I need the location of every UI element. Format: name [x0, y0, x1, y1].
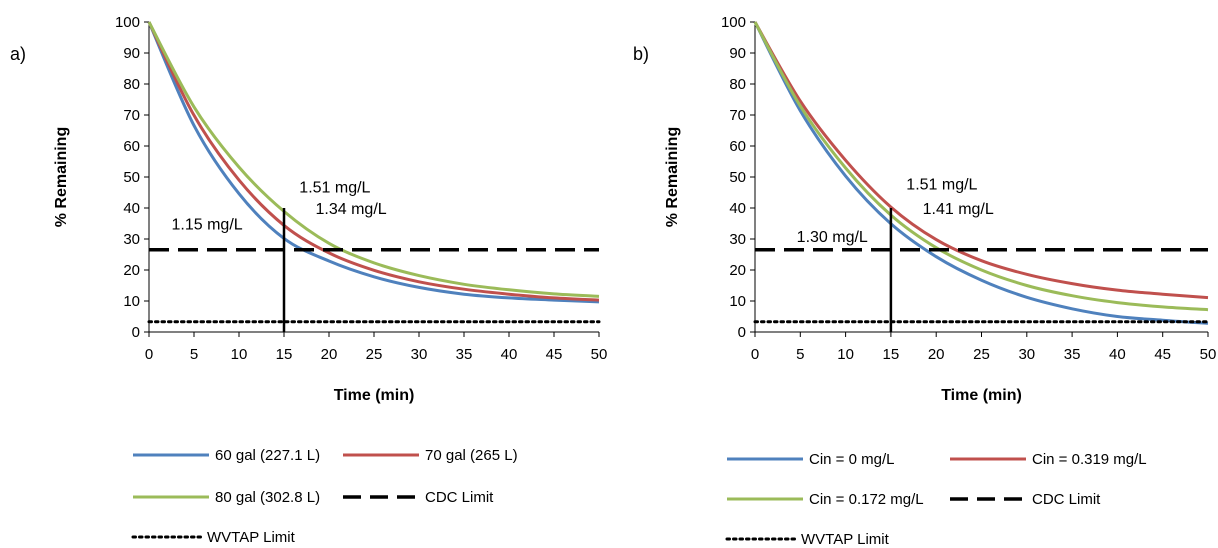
y-tick-label: 100	[115, 14, 140, 31]
series-line-1	[147, 21, 600, 304]
y-tick-label: 50	[123, 169, 140, 186]
x-tick-label: 40	[501, 346, 518, 363]
x-tick-label: 45	[546, 346, 563, 363]
y-tick-label: 30	[729, 231, 746, 248]
y-tick-label: 40	[729, 200, 746, 217]
y-tick-label: 20	[729, 262, 746, 279]
x-axis-title: Time (min)	[941, 387, 1022, 404]
annotation-label: 1.34 mg/L	[316, 201, 387, 218]
x-tick-label: 50	[1200, 346, 1217, 363]
panel-label: a)	[10, 44, 26, 64]
x-tick-label: 50	[591, 346, 608, 363]
y-tick-label: 90	[729, 45, 746, 62]
y-tick-label: 60	[123, 138, 140, 155]
legend-label: 70 gal (265 L)	[425, 447, 518, 464]
y-tick-label: 50	[729, 169, 746, 186]
legend-label: WVTAP Limit	[207, 529, 296, 546]
x-tick-label: 30	[411, 346, 428, 363]
y-tick-label: 100	[721, 14, 746, 31]
x-tick-label: 0	[751, 346, 759, 363]
x-tick-label: 20	[321, 346, 338, 363]
y-tick-label: 10	[729, 293, 746, 310]
y-tick-label: 20	[123, 262, 140, 279]
legend-label: CDC Limit	[425, 489, 494, 506]
y-tick-label: 80	[123, 76, 140, 93]
x-tick-label: 15	[883, 346, 900, 363]
y-axis-title: % Remaining	[53, 127, 70, 227]
x-tick-label: 45	[1154, 346, 1171, 363]
annotation-label: 1.41 mg/L	[923, 201, 994, 218]
x-tick-label: 35	[456, 346, 473, 363]
x-tick-label: 30	[1018, 346, 1035, 363]
annotation-label: 1.15 mg/L	[172, 217, 243, 234]
y-tick-label: 80	[729, 76, 746, 93]
y-tick-label: 0	[132, 324, 140, 341]
legend-label: CDC Limit	[1032, 491, 1101, 508]
y-tick-label: 60	[729, 138, 746, 155]
annotation-label: 1.30 mg/L	[797, 229, 868, 246]
x-tick-label: 20	[928, 346, 945, 363]
x-tick-label: 5	[190, 346, 198, 363]
y-tick-label: 70	[123, 107, 140, 124]
y-tick-label: 70	[729, 107, 746, 124]
legend-label: Cin = 0 mg/L	[809, 451, 894, 468]
series-line-3	[753, 21, 1209, 312]
legend-label: 80 gal (302.8 L)	[215, 489, 320, 506]
series-line-2	[147, 21, 600, 302]
y-tick-label: 90	[123, 45, 140, 62]
legend-label: 60 gal (227.1 L)	[215, 447, 320, 464]
y-tick-label: 10	[123, 293, 140, 310]
y-tick-label: 0	[738, 324, 746, 341]
series-line-2	[753, 21, 1209, 300]
x-tick-label: 25	[973, 346, 990, 363]
x-tick-label: 0	[145, 346, 153, 363]
panel-label: b)	[633, 44, 649, 64]
legend-label: Cin = 0.172 mg/L	[809, 491, 924, 508]
chart-panel-b: b) 0 10 20 30 40 50 60 70 80 90 100 0 5 10 15 20 25 30 35 40…	[633, 14, 1216, 548]
x-tick-label: 25	[366, 346, 383, 363]
annotation-label: 1.51 mg/L	[906, 176, 977, 193]
annotation-label: 1.51 mg/L	[299, 180, 370, 197]
legend-label: Cin = 0.319 mg/L	[1032, 451, 1147, 468]
y-axis-title: % Remaining	[664, 127, 681, 227]
y-tick-label: 30	[123, 231, 140, 248]
x-tick-label: 5	[796, 346, 804, 363]
legend-label: WVTAP Limit	[801, 531, 890, 548]
x-tick-label: 40	[1109, 346, 1126, 363]
series-line-3	[147, 21, 600, 298]
x-tick-label: 15	[276, 346, 293, 363]
series-line-1	[753, 21, 1209, 325]
x-tick-label: 35	[1064, 346, 1081, 363]
chart-panel-a: a) 0 10 20 30 40 50 60 70 80 90 100 0 5 10 15 20 25 30 35 40…	[10, 14, 607, 546]
x-axis-title: Time (min)	[334, 387, 415, 404]
y-tick-label: 40	[123, 200, 140, 217]
x-tick-label: 10	[231, 346, 248, 363]
x-tick-label: 10	[837, 346, 854, 363]
